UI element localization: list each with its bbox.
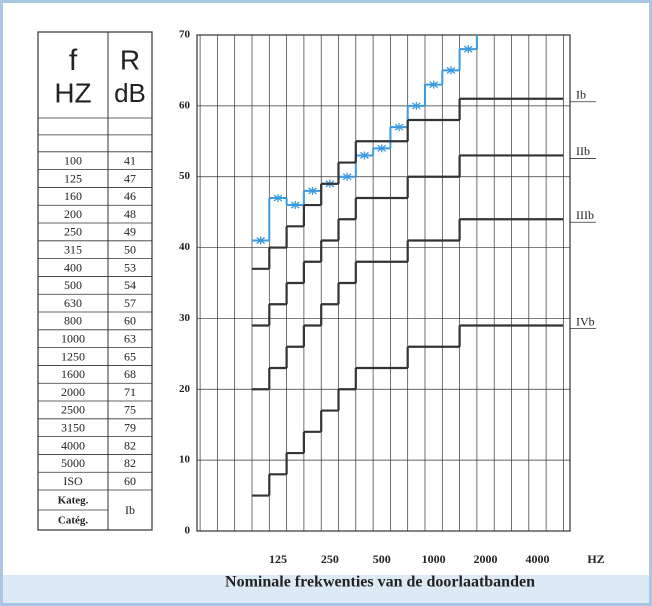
x-tick-label: 4000 [525,552,549,566]
table-r: 65 [124,349,136,363]
table-freq: 100 [64,153,82,167]
table-r: 82 [124,438,136,452]
x-tick-label: 2000 [474,552,498,566]
table-freq: 315 [64,242,82,256]
y-tick-label: 50 [179,170,191,182]
marker [394,123,404,132]
table-r: 68 [124,367,136,381]
table: f HZ R dB [37,31,153,531]
header-f: f [69,44,78,77]
x-tick-label: 500 [373,552,391,566]
y-tick-label: 20 [179,383,191,395]
y-tick-label: 70 [179,29,191,41]
series-label: IIIb [576,208,594,222]
footer-band [3,575,649,603]
table-r: 49 [124,225,136,239]
table-freq: 5000 [61,456,85,470]
table-freq: 1000 [61,331,85,345]
table-r: 60 [124,314,136,328]
table-freq: 1250 [61,349,85,363]
table-r: 48 [124,207,136,221]
table-r: 41 [124,153,136,167]
y-tick-label: 0 [185,525,191,537]
x-unit: HZ [587,552,604,566]
table-r: 79 [124,420,136,434]
marker [308,186,317,195]
series-label: Ib [576,88,586,102]
y-tick-label: 30 [179,312,191,324]
table-freq: 4000 [61,438,85,452]
table-r: 57 [124,296,136,310]
table-r: 82 [124,456,136,470]
header-hz: HZ [54,77,91,108]
table-r: 63 [124,331,136,345]
table-freq: 125 [64,171,82,185]
table-category-label: Kateg. [58,495,89,507]
table-freq: 200 [64,207,82,221]
table-freq: 160 [64,189,82,203]
table-r: 75 [124,403,136,417]
y-tick-label: 40 [179,241,191,253]
table-freq: 400 [64,260,82,274]
series-group [252,35,564,497]
header-db: dB [114,78,146,108]
marker [256,236,266,245]
y-tick-label: 10 [179,454,191,466]
marker [290,201,300,210]
y-tick-label: 60 [179,99,191,111]
table-freq: 500 [64,278,82,292]
table-freq: 2000 [61,385,85,399]
marker [273,193,283,202]
series-label: IIb [576,144,590,158]
table-freq: 1600 [61,367,85,381]
marker [446,66,456,75]
table-r: 54 [124,278,136,292]
table-category-value: Ib [125,503,135,517]
table-r: 71 [124,385,136,399]
table-freq: 250 [64,225,82,239]
marker [342,172,352,181]
table-freq: 2500 [61,403,85,417]
table-r: 53 [124,260,136,274]
table-freq: 630 [64,296,82,310]
header-r: R [120,44,140,75]
table-iso-value: 60 [124,474,136,488]
marker [429,80,439,89]
table-border [37,31,153,531]
marker [411,101,421,110]
table-freq: 800 [64,314,82,328]
marker [377,144,387,153]
table-freq: 3150 [61,420,85,434]
x-tick-label: 1000 [422,552,446,566]
table-category-label: Catég. [58,515,88,527]
table-iso-label: ISO [63,474,83,488]
table-r: 46 [124,189,136,203]
marker [360,151,369,160]
series-label: IVb [576,314,595,328]
marker [463,45,473,54]
x-tick-label: 250 [321,552,339,566]
x-axis-label: Nominale frekwenties van de doorlaatband… [225,574,535,591]
table-r: 47 [124,171,136,185]
x-tick-label: 125 [269,552,287,566]
table-r: 50 [124,242,136,256]
